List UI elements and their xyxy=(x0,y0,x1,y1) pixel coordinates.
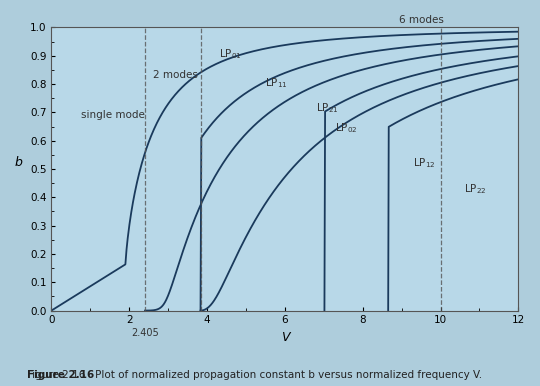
Text: 2 modes: 2 modes xyxy=(153,70,198,80)
Text: Figure 2.16   Plot of normalized propagation constant b versus normalized freque: Figure 2.16 Plot of normalized propagati… xyxy=(27,370,482,380)
Text: 2.405: 2.405 xyxy=(131,328,159,337)
X-axis label: V: V xyxy=(281,331,289,344)
Text: Figure 2.16: Figure 2.16 xyxy=(27,370,94,380)
Text: LP$_{22}$: LP$_{22}$ xyxy=(464,182,487,196)
Text: 6 modes: 6 modes xyxy=(399,15,443,25)
Text: LP$_{12}$: LP$_{12}$ xyxy=(413,156,436,170)
Text: LP$_{21}$: LP$_{21}$ xyxy=(316,101,339,115)
Text: LP$_{02}$: LP$_{02}$ xyxy=(335,121,358,135)
Y-axis label: b: b xyxy=(15,156,23,169)
Text: LP$_{01}$: LP$_{01}$ xyxy=(219,47,241,61)
Text: single mode: single mode xyxy=(80,110,145,120)
Text: LP$_{11}$: LP$_{11}$ xyxy=(266,76,288,90)
